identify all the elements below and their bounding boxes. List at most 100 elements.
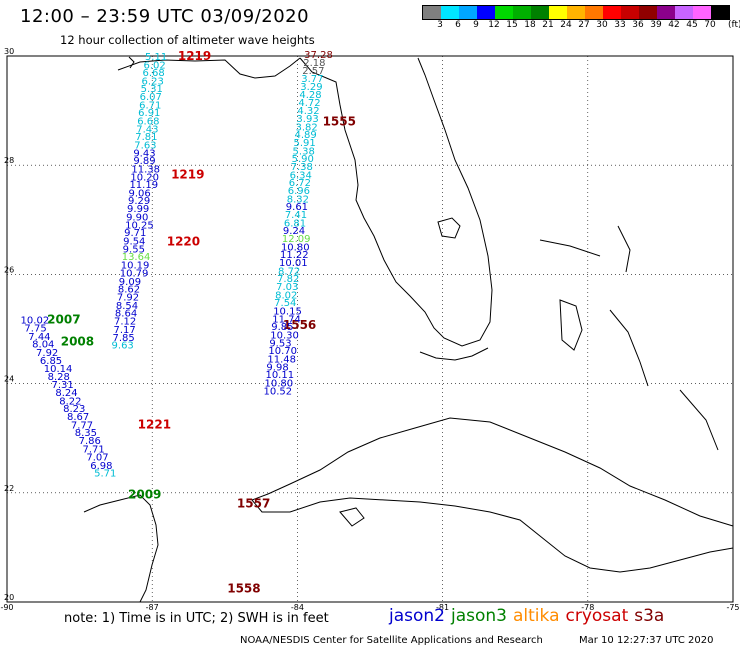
pass-time-label: 1219 <box>178 49 211 63</box>
color-scale-tick-label: 15 <box>506 20 518 30</box>
wave-height-value: 10.25 <box>125 221 154 232</box>
color-scale-swatch <box>441 6 459 19</box>
yucatan-coast <box>83 494 159 603</box>
wave-height-value: 8.02 <box>275 290 297 301</box>
wave-height-value: 3.77 <box>301 74 323 85</box>
legend-jason2: jason2 <box>389 606 445 626</box>
color-scale-bar <box>422 5 730 20</box>
wave-height-value: 9.63 <box>112 341 134 352</box>
longitude-label: -84 <box>291 603 304 612</box>
pass-time-label: 2007 <box>47 313 80 327</box>
wave-height-value: 6.71 <box>139 100 161 111</box>
longitude-label: -87 <box>146 603 159 612</box>
wave-height-value: 5.91 <box>294 138 316 149</box>
cuba-south <box>251 497 734 573</box>
latitude-label: 20 <box>4 593 14 602</box>
page-title: 12:00 – 23:59 UTC 03/09/2020 <box>20 6 310 27</box>
color-scale-swatch <box>603 6 621 19</box>
footer-timestamp: Mar 10 12:27:37 UTC 2020 <box>579 635 714 646</box>
wave-height-value: 7.43 <box>136 124 158 135</box>
wave-height-value: 10.11 <box>265 370 294 381</box>
wave-height-value: 7.82 <box>277 274 299 285</box>
color-scale-tick-label: 33 <box>614 20 626 30</box>
wave-height-value: 5.90 <box>292 154 314 165</box>
color-scale-swatch <box>477 6 495 19</box>
wave-height-value: 6.98 <box>90 461 112 472</box>
wave-height-value: 11.48 <box>267 354 296 365</box>
wave-height-value: 11.19 <box>129 180 158 191</box>
latitude-label: 24 <box>4 375 14 384</box>
color-scale-tick-label: 3 <box>437 20 443 30</box>
wave-height-value: 7.75 <box>24 324 46 335</box>
pass-time-label: 1221 <box>138 417 171 431</box>
wave-height-value: 11.74 <box>272 314 301 325</box>
grand-bahama <box>539 239 601 257</box>
legend-s3a: s3a <box>634 606 665 626</box>
color-scale-tick-label: 12 <box>488 20 500 30</box>
wave-height-value: 9.09 <box>119 277 141 288</box>
cryosat-track: 5.116.026.686.235.316.076.716.916.687.43… <box>112 52 168 352</box>
wave-height-value: 6.02 <box>143 61 165 72</box>
wave-height-value: 9.29 <box>128 196 150 207</box>
wave-height-value: 11.22 <box>280 250 309 261</box>
color-scale-tick-label: 45 <box>686 20 698 30</box>
wave-height-value: 10.79 <box>120 269 149 280</box>
gulf-coast-north <box>117 57 301 79</box>
isla-juventud <box>339 507 365 527</box>
wave-height-value: 10.30 <box>270 330 299 341</box>
wave-height-value: 2.57 <box>302 66 324 77</box>
color-scale-swatch <box>675 6 693 19</box>
longitude-label: -81 <box>436 603 449 612</box>
wave-height-value: 7.38 <box>291 162 313 173</box>
long-island-bahamas <box>679 389 719 451</box>
color-scale-swatch <box>693 6 711 19</box>
wave-height-value: 4.28 <box>299 90 321 101</box>
wave-height-value: 9.99 <box>127 204 149 215</box>
color-scale-tick-label: 27 <box>578 20 590 30</box>
pass-time-label: 1555 <box>323 114 356 128</box>
wave-height-value: 7.17 <box>113 325 135 336</box>
color-scale-tick-label: 9 <box>473 20 479 30</box>
wave-height-value: 12.09 <box>282 234 311 245</box>
wave-height-value: 5.11 <box>145 52 167 63</box>
color-scale-swatch <box>639 6 657 19</box>
legend-altika: altika <box>513 606 560 626</box>
wave-height-value: 7.31 <box>52 380 74 391</box>
wave-height-value: 9.43 <box>133 148 155 159</box>
wave-height-value: 7.81 <box>135 132 157 143</box>
wave-height-value: 7.92 <box>36 348 58 359</box>
wave-height-value: 7.86 <box>79 436 101 447</box>
wave-height-value: 13.64 <box>122 252 151 263</box>
note-text: note: 1) Time is in UTC; 2) SWH is in fe… <box>64 611 329 626</box>
wave-height-value: 8.35 <box>75 428 97 439</box>
wave-height-value: 9.54 <box>123 236 145 247</box>
color-scale-tick-label: 21 <box>542 20 554 30</box>
altimeter-tracks: 5.116.026.686.235.316.076.716.916.687.43… <box>21 50 333 479</box>
wave-height-value: 8.72 <box>278 266 300 277</box>
wave-height-value: 3.29 <box>300 82 322 93</box>
wave-height-value: 9.89 <box>133 156 155 167</box>
abaco <box>617 225 631 273</box>
mobile-bay <box>128 56 135 69</box>
latitude-labels: 30 28 26 24 22 20 <box>4 47 14 602</box>
jason3-track: 10.027.757.448.047.926.8510.148.287.318.… <box>21 316 117 480</box>
wave-height-value: 37.28 <box>304 50 333 61</box>
wave-height-value: 6.72 <box>289 178 311 189</box>
pass-time-label: 1556 <box>283 318 316 332</box>
wave-height-value: 7.12 <box>114 317 136 328</box>
wave-height-value: 2.18 <box>303 58 325 69</box>
wave-height-value: 8.62 <box>118 284 140 295</box>
wave-height-value: 6.68 <box>143 68 165 79</box>
wave-height-value: 5.31 <box>141 84 163 95</box>
color-scale-swatch <box>567 6 585 19</box>
wave-height-value: 6.91 <box>138 108 160 119</box>
pass-time-label: 1219 <box>171 167 204 181</box>
wave-height-value: 9.06 <box>128 188 150 199</box>
wave-height-value: 9.71 <box>124 228 146 239</box>
wave-height-value: 10.02 <box>21 316 50 327</box>
color-scale-tick-label: 6 <box>455 20 461 30</box>
color-scale-swatch <box>459 6 477 19</box>
color-scale-swatch <box>531 6 549 19</box>
wave-height-value: 5.38 <box>293 146 315 157</box>
